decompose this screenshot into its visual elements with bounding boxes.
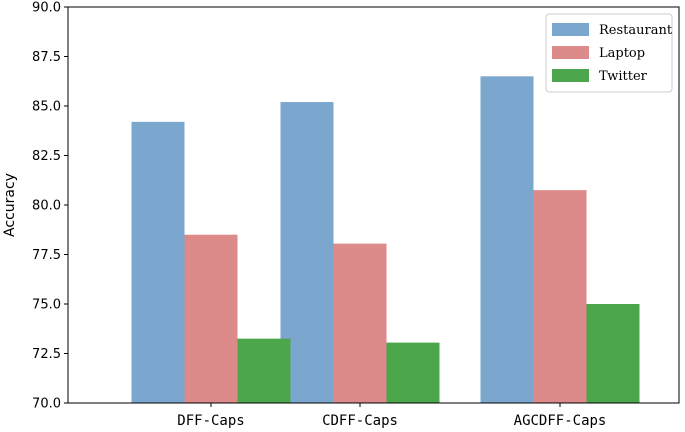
x-axis-ticks: DFF-Caps CDFF-Caps AGCDFF-Caps: [177, 403, 606, 429]
bar-laptop-agcdff-caps: [533, 190, 587, 403]
y-axis-ticks: 70.0 72.5 75.0 77.5 80.0 82.5 85.0 87.5 90.0: [32, 1, 68, 412]
y-axis-label: Accuracy: [2, 173, 18, 237]
x-tick-label: CDFF-Caps: [322, 413, 398, 429]
bar-restaurant-dff-caps: [131, 121, 185, 403]
legend-label-restaurant: Restaurant: [599, 23, 673, 38]
y-tick-label: 90.0: [32, 1, 61, 16]
bar-laptop-cdff-caps: [333, 243, 387, 403]
bar-laptop-dff-caps: [184, 234, 238, 403]
y-tick-label: 77.5: [32, 248, 61, 263]
y-tick-label: 75.0: [32, 298, 61, 313]
legend-swatch-laptop: [552, 46, 589, 59]
y-tick-label: 87.5: [32, 50, 61, 65]
y-tick-label: 82.5: [32, 149, 61, 164]
bars-group: [131, 76, 640, 404]
legend-swatch-restaurant: [552, 23, 589, 36]
legend: Restaurant Laptop Twitter: [545, 13, 673, 93]
bar-twitter-dff-caps: [237, 338, 291, 403]
bar-twitter-agcdff-caps: [586, 304, 640, 403]
y-tick-label: 80.0: [32, 199, 61, 214]
legend-label-twitter: Twitter: [599, 69, 648, 84]
plot-frame: [67, 6, 680, 404]
y-tick-label: 70.0: [32, 397, 61, 412]
legend-label-laptop: Laptop: [599, 46, 645, 61]
y-tick-label: 85.0: [32, 100, 61, 115]
bar-twitter-cdff-caps: [386, 342, 440, 403]
bar-restaurant-agcdff-caps: [480, 76, 534, 404]
legend-swatch-twitter: [552, 69, 589, 82]
x-tick-label: DFF-Caps: [177, 413, 244, 429]
y-tick-label: 72.5: [32, 347, 61, 362]
x-tick-label: AGCDFF-Caps: [514, 413, 607, 429]
